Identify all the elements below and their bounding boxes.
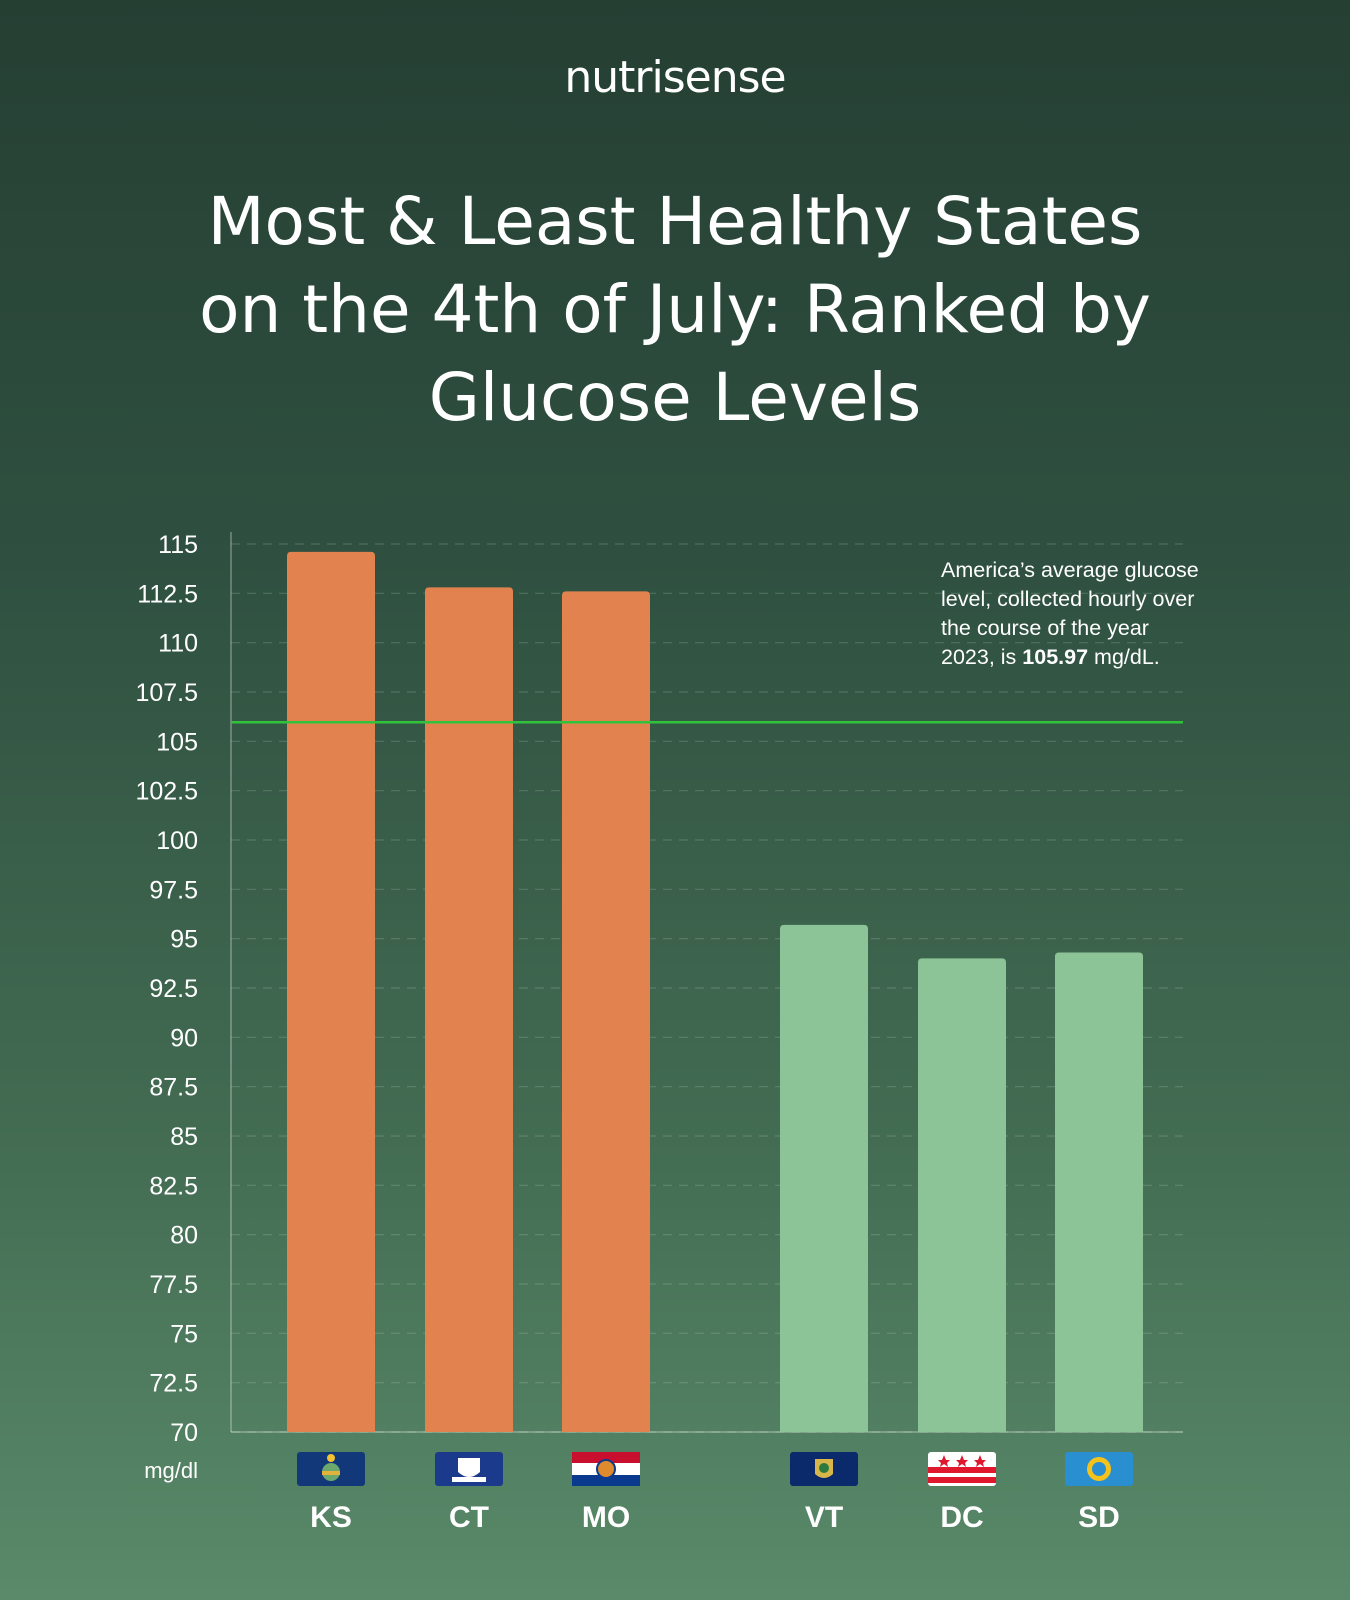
bar-mo [562, 591, 650, 1432]
bar-dc [918, 958, 1006, 1432]
missouri-flag-icon [572, 1452, 640, 1486]
x-category-label: CT [449, 1501, 489, 1534]
south-dakota-flag-icon [1065, 1452, 1133, 1486]
bar-sd [1055, 952, 1143, 1432]
y-tick-label: 102.5 [135, 778, 198, 806]
title-line-1: Most & Least Healthy States [207, 183, 1143, 260]
y-tick-label: 90 [170, 1024, 198, 1052]
y-tick-label: 70 [170, 1419, 198, 1447]
annotation-value: 105.97 [1022, 645, 1089, 669]
y-tick-label: 110 [158, 630, 198, 658]
y-tick-label: 95 [170, 926, 198, 954]
annotation-unit: mg/dL. [1094, 645, 1160, 669]
bar-vt [780, 924, 868, 1432]
kansas-flag-icon [297, 1452, 365, 1486]
y-tick-label: 77.5 [149, 1271, 198, 1299]
dc-flag-icon [928, 1452, 996, 1486]
y-tick-label: 82.5 [149, 1172, 198, 1200]
y-tick-label: 115 [158, 531, 198, 559]
brand-logo: nutrisense [564, 52, 786, 103]
y-tick-label: 105 [156, 728, 198, 756]
bar-ks [287, 551, 375, 1432]
y-tick-label: 72.5 [149, 1370, 198, 1398]
x-category-label: DC [940, 1501, 983, 1534]
connecticut-flag-icon [435, 1452, 503, 1486]
y-tick-label: 85 [170, 1123, 198, 1151]
bar-ct [425, 587, 513, 1432]
x-category-label: SD [1078, 1501, 1120, 1534]
average-annotation: America’s average glucose level, collect… [941, 556, 1201, 672]
y-tick-label: 92.5 [149, 975, 198, 1003]
y-tick-label: 75 [170, 1320, 198, 1348]
y-axis-unit: mg/dl [144, 1458, 198, 1483]
x-category-label: VT [805, 1501, 843, 1534]
y-tick-label: 97.5 [149, 876, 198, 904]
chart-title: Most & Least Healthy States on the 4th o… [125, 178, 1225, 442]
vermont-flag-icon [790, 1452, 858, 1486]
y-tick-label: 107.5 [135, 679, 198, 707]
annotation-text: America’s average glucose level, collect… [941, 558, 1199, 669]
x-category-label: KS [310, 1501, 352, 1534]
title-line-3: Glucose Levels [428, 359, 922, 436]
title-line-2: on the 4th of July: Ranked by [199, 271, 1151, 348]
y-tick-label: 100 [156, 827, 198, 855]
y-tick-label: 112.5 [137, 580, 198, 608]
x-category-label: MO [582, 1501, 630, 1534]
y-tick-label: 80 [170, 1222, 198, 1250]
y-tick-label: 87.5 [149, 1074, 198, 1102]
